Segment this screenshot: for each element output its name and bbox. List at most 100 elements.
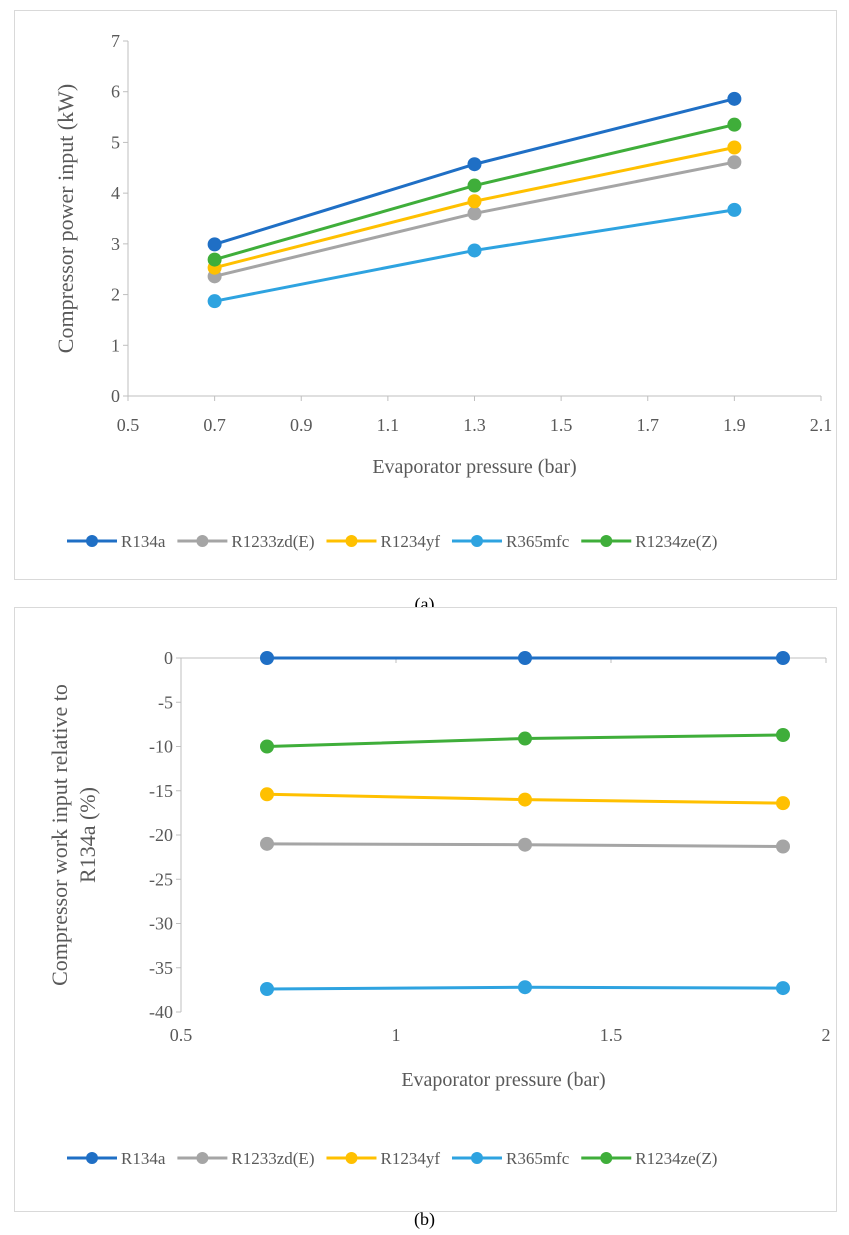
x-tick-label: 0.5: [170, 1025, 193, 1045]
y-tick-label: -20: [149, 825, 173, 845]
legend-marker: [470, 1152, 483, 1164]
x-tick-label: 1.9: [723, 415, 746, 435]
legend-item: R1234yf: [326, 532, 440, 551]
caption-b-text: (b): [414, 1209, 435, 1229]
caption-b: (b): [0, 1209, 849, 1230]
data-point-R1233zd(E): [727, 155, 742, 170]
data-point-R365mfc: [727, 202, 742, 217]
chart-panel-a: 0 1 2 3 4 5 6 7 0.5 0.7 0.9 1.1 1.3 1.5 1.7 1.9 2.1 Evapo…: [14, 10, 837, 580]
data-point-R134a: [776, 651, 790, 665]
x-tick-label: 2: [822, 1025, 831, 1045]
y-tick-label: -35: [149, 958, 173, 978]
y-tick-label: 5: [111, 132, 120, 152]
y-tick-label: -25: [149, 869, 173, 889]
relative-work-chart: 0 -5 -10 -15 -20 -25 -30 -35 -40 0.5 1 1.5 2 Evaporat…: [47, 648, 831, 1168]
x-tick-label: 0.9: [290, 415, 313, 435]
legend-label: R134a: [121, 1149, 166, 1168]
y-axis-title-line: R134a (%): [75, 787, 100, 883]
legend-marker: [196, 1152, 209, 1164]
legend-item: R365mfc: [451, 532, 570, 551]
y-axis-title-line: Compressor work input relative to: [47, 684, 72, 986]
x-tick-label: 1.1: [377, 415, 400, 435]
legend-item: R1234ze(Z): [581, 532, 717, 551]
legend-marker: [345, 1152, 358, 1164]
y-tick-label: -30: [149, 914, 173, 934]
x-axis-title: Evaporator pressure (bar): [401, 1069, 605, 1091]
data-point-R365mfc: [776, 981, 790, 996]
compressor-power-chart: 0 1 2 3 4 5 6 7 0.5 0.7 0.9 1.1 1.3 1.5 1.7 1.9 2.1 Evapo…: [53, 31, 833, 551]
data-point-R1234yf: [776, 796, 790, 811]
x-tick-label: 1: [392, 1025, 401, 1045]
data-point-R1234ze(Z): [260, 739, 274, 754]
y-tick-label: 6: [111, 82, 120, 102]
legend-label: R1234ze(Z): [635, 532, 717, 551]
legend-label: R1234yf: [380, 1149, 440, 1168]
y-tick-label: -10: [149, 737, 173, 757]
data-point-R1234ze(Z): [467, 178, 482, 193]
data-point-R1234ze(Z): [518, 731, 532, 746]
legend-marker: [470, 535, 483, 547]
data-point-R134a: [518, 651, 532, 665]
y-axis-title: Compressor work input relative to R134a (…: [47, 684, 100, 986]
data-point-R134a: [727, 91, 742, 106]
data-point-R365mfc: [260, 981, 274, 996]
legend-label: R365mfc: [506, 1149, 570, 1168]
y-tick-label: -40: [149, 1002, 173, 1022]
y-tick-label: 0: [164, 648, 173, 668]
y-tick-label: -15: [149, 781, 173, 801]
legend-item: R134a: [67, 532, 166, 551]
x-tick-label: 0.7: [203, 415, 226, 435]
legend-marker: [600, 1152, 613, 1164]
legend-marker: [86, 535, 98, 547]
data-point-R1234yf: [260, 787, 274, 802]
y-tick-label: 0: [111, 386, 120, 406]
legend-item: R1233zd(E): [177, 532, 314, 551]
y-axis-title: Compressor power input (kW): [53, 84, 78, 353]
y-tick-label: 1: [111, 335, 120, 355]
x-tick-label: 1.7: [637, 415, 660, 435]
legend-item: R365mfc: [451, 1149, 570, 1168]
legend-item: R134a: [67, 1149, 166, 1168]
legend-marker: [86, 1152, 98, 1164]
legend-item: R1234yf: [326, 1149, 440, 1168]
legend-item: R1234ze(Z): [581, 1149, 717, 1168]
legend-label: R1234ze(Z): [635, 1149, 717, 1168]
legend-label: R1233zd(E): [231, 1149, 314, 1168]
legend-marker: [345, 535, 358, 547]
y-tick-label: -5: [158, 692, 173, 712]
x-tick-label: 1.5: [600, 1025, 623, 1045]
data-point-R1233zd(E): [518, 837, 532, 852]
y-tick-label: 7: [111, 31, 120, 51]
data-point-R1233zd(E): [776, 839, 790, 854]
legend-label: R134a: [121, 532, 166, 551]
x-tick-label: 2.1: [810, 415, 833, 435]
legend-item: R1233zd(E): [177, 1149, 314, 1168]
data-point-R134a: [260, 651, 274, 665]
data-point-R1234ze(Z): [776, 727, 790, 742]
legend-label: R365mfc: [506, 532, 570, 551]
data-point-R1234ze(Z): [727, 117, 742, 132]
legend-label: R1233zd(E): [231, 532, 314, 551]
data-point-R365mfc: [207, 294, 222, 309]
data-point-R1233zd(E): [467, 206, 482, 221]
legend-marker: [196, 535, 209, 547]
x-tick-label: 0.5: [117, 415, 140, 435]
legend-marker: [600, 535, 613, 547]
data-point-R1233zd(E): [260, 836, 274, 851]
data-point-R1234yf: [518, 792, 532, 807]
x-tick-label: 1.3: [463, 415, 486, 435]
data-point-R134a: [207, 237, 222, 252]
data-point-R1234ze(Z): [207, 252, 222, 267]
legend-label: R1234yf: [380, 532, 440, 551]
data-point-R1234yf: [467, 194, 482, 209]
x-tick-label: 1.5: [550, 415, 573, 435]
chart-panel-b: 0 -5 -10 -15 -20 -25 -30 -35 -40 0.5 1 1.5 2 Evaporat…: [14, 607, 837, 1212]
data-point-R365mfc: [467, 243, 482, 258]
x-axis-title: Evaporator pressure (bar): [372, 456, 576, 478]
y-tick-label: 3: [111, 234, 120, 254]
data-point-R365mfc: [518, 980, 532, 995]
data-point-R1234yf: [727, 140, 742, 155]
y-tick-label: 4: [111, 183, 120, 203]
data-point-R134a: [467, 157, 482, 172]
y-tick-label: 2: [111, 285, 120, 305]
